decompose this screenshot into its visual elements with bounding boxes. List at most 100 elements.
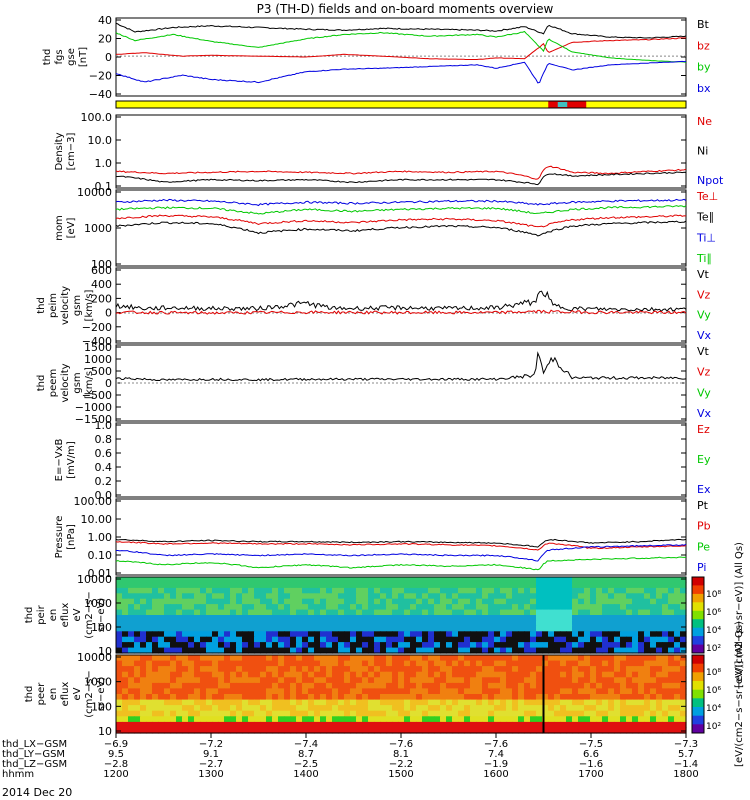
spectrogram-cell: [122, 609, 129, 616]
spectrogram-cell: [380, 587, 387, 594]
spectrogram-cell: [524, 705, 531, 712]
spectrogram-cell: [470, 688, 477, 695]
legend-entry: Pi: [697, 561, 706, 574]
spectrogram-cell: [590, 727, 597, 734]
spectrogram-cell: [488, 587, 495, 594]
spectrogram-cell: [584, 677, 591, 684]
spectrogram-cell: [518, 716, 525, 723]
spectrogram-cell: [572, 694, 579, 701]
spectrogram-cell: [248, 582, 255, 589]
spectrogram-cell: [662, 716, 669, 723]
spectrogram-cell: [320, 727, 327, 734]
spectrogram-cell: [218, 716, 225, 723]
y-tick-label: 1.0: [95, 419, 113, 432]
spectrogram-cell: [302, 699, 309, 706]
spectrogram-cell: [410, 598, 417, 605]
spectrogram-cell: [566, 699, 573, 706]
spectrogram-cell: [158, 677, 165, 684]
spectrogram-cell: [236, 677, 243, 684]
spectrogram-cell: [446, 660, 453, 667]
spectrogram-cell: [626, 677, 633, 684]
y-tick-label: 0.1: [95, 180, 113, 193]
spectrogram-cell: [158, 631, 165, 638]
spectrogram-cell: [650, 727, 657, 734]
spectrogram-cell: [518, 682, 525, 690]
spectrogram-cell: [326, 620, 333, 627]
spectrogram-cell: [296, 604, 303, 611]
spectrogram-cell: [602, 604, 609, 611]
spectrogram-cell: [302, 694, 309, 701]
spectrogram-cell: [272, 587, 279, 594]
spectrogram-cell: [506, 660, 513, 667]
spectrogram-cell: [566, 631, 573, 638]
spectrogram-cell: [326, 625, 333, 632]
spectrogram-cell: [206, 604, 213, 611]
spectrogram-cell: [506, 631, 513, 638]
spectrogram-cell: [668, 682, 675, 690]
spectrogram-cell: [416, 577, 423, 583]
y-axis-label: en: [48, 688, 59, 701]
spectrogram-cell: [542, 671, 549, 678]
spectrogram-cell: [128, 716, 135, 723]
spectrogram-cell: [404, 609, 411, 616]
spectrogram-cell: [554, 582, 561, 589]
spectrogram-cell: [398, 682, 405, 690]
spectrogram-cell: [236, 716, 243, 723]
spectrogram-cell: [434, 609, 441, 616]
legend-entry: Ni: [697, 145, 708, 158]
spectrogram-cell: [296, 727, 303, 734]
colorbar-step: [692, 602, 704, 612]
spectrogram-cell: [200, 642, 207, 649]
spectrogram-cell: [638, 682, 645, 690]
spectrogram-cell: [494, 598, 501, 605]
spectrogram-cell: [284, 604, 291, 611]
spectrogram-cell: [188, 721, 195, 729]
spectrogram-cell: [182, 699, 189, 706]
spectrogram-cell: [218, 727, 225, 734]
spectrogram-cell: [308, 642, 315, 649]
spectrogram-cell: [392, 587, 399, 594]
spectrogram-cell: [158, 655, 165, 662]
spectrogram-cell: [410, 727, 417, 734]
spectrogram-cell: [362, 705, 369, 712]
spectrogram-cell: [242, 620, 249, 627]
spectrogram-cell: [482, 727, 489, 734]
spectrogram-cell: [338, 671, 345, 678]
spectrogram-cell: [542, 677, 549, 684]
spectrogram-cell: [188, 598, 195, 605]
spectrogram-cell: [590, 604, 597, 611]
spectrogram-cell: [458, 710, 465, 717]
spectrogram-cell: [524, 636, 531, 643]
spectrogram-cell: [158, 682, 165, 690]
spectrogram-cell: [212, 682, 219, 690]
spectrogram-cell: [170, 660, 177, 667]
spectrogram-cell: [284, 636, 291, 643]
spectrogram-cell: [290, 631, 297, 638]
spectrogram-cell: [590, 642, 597, 649]
spectrogram-cell: [368, 636, 375, 643]
spectrogram-cell: [494, 688, 501, 695]
spectrogram-cell: [452, 609, 459, 616]
spectrogram-cell: [278, 727, 285, 734]
spectrogram-cell: [170, 677, 177, 684]
spectrogram-cell: [602, 699, 609, 706]
spectrogram-cell: [350, 604, 357, 611]
spectrogram-cell: [542, 710, 549, 717]
spectrogram-cell: [452, 631, 459, 638]
spectrogram-cell: [590, 660, 597, 667]
spectrogram-cell: [506, 699, 513, 706]
spectrogram-cell: [170, 705, 177, 712]
spectrogram-cell: [320, 598, 327, 605]
spectrogram-cell: [650, 620, 657, 627]
spectrogram-cell: [440, 598, 447, 605]
spectrogram-cell: [170, 710, 177, 717]
x-tick-label: 1700: [578, 769, 603, 780]
spectrogram-cell: [512, 625, 519, 632]
spectrogram-cell: [620, 615, 627, 621]
series-line-Vt: [115, 351, 687, 382]
spectrogram-cell: [410, 582, 417, 589]
spectrogram-cell: [410, 694, 417, 701]
spectrogram-cell: [494, 727, 501, 734]
spectrogram-cell: [566, 582, 573, 589]
spectrogram-cell: [206, 587, 213, 594]
